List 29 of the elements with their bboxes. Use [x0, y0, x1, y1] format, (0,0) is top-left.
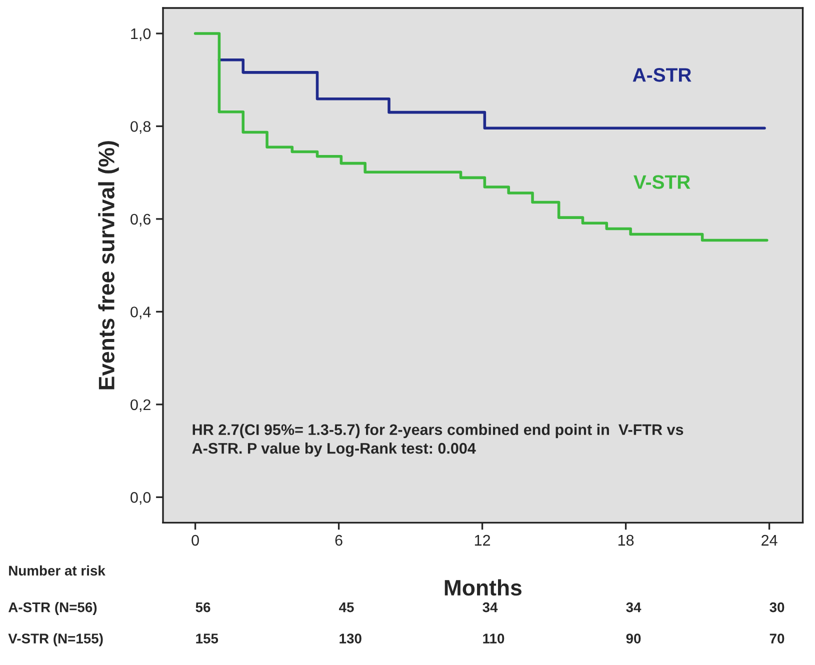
text: Number at risk — [9, 565, 106, 576]
text: 70 — [770, 634, 784, 644]
text: 90 — [626, 634, 641, 644]
x-tick-label: 6 — [335, 534, 342, 546]
text: 130 — [340, 634, 362, 644]
text: 56 — [196, 602, 210, 612]
x-tick-label: 0 — [192, 534, 199, 546]
y-tick-label: 0,8 — [130, 121, 151, 134]
text: 45 — [339, 602, 354, 612]
y-tick-label: 0,2 — [130, 399, 150, 412]
y-tick-label: 0,0 — [130, 492, 151, 505]
y-tick-label: 0,4 — [130, 306, 151, 320]
text: A-STR — [632, 68, 692, 82]
y-axis-title: Events free survival (%) — [98, 141, 119, 390]
text: V-STR — [634, 175, 690, 189]
text: 34 — [626, 602, 642, 612]
x-axis-title: Months — [444, 579, 522, 596]
text: A-STR (N=56) — [8, 602, 97, 615]
y-tick-label: 1,0 — [131, 28, 151, 41]
annotation: HR 2.7(CI 95%= 1.3-5.7) for 2-years combined end point in V-FTR vs A-STR. P value by Log-Rank test: 0.004 — [192, 424, 684, 457]
x-tick-label: 24 — [762, 534, 778, 546]
text: 155 — [196, 634, 218, 644]
text: 30 — [770, 602, 784, 612]
x-tick-label: 18 — [618, 534, 634, 546]
text: 110 — [483, 634, 504, 644]
text: V-STR (N=155) — [8, 633, 103, 646]
y-tick-label: 0,6 — [130, 214, 151, 226]
text: 34 — [482, 602, 498, 612]
x-tick-label: 12 — [474, 534, 490, 546]
